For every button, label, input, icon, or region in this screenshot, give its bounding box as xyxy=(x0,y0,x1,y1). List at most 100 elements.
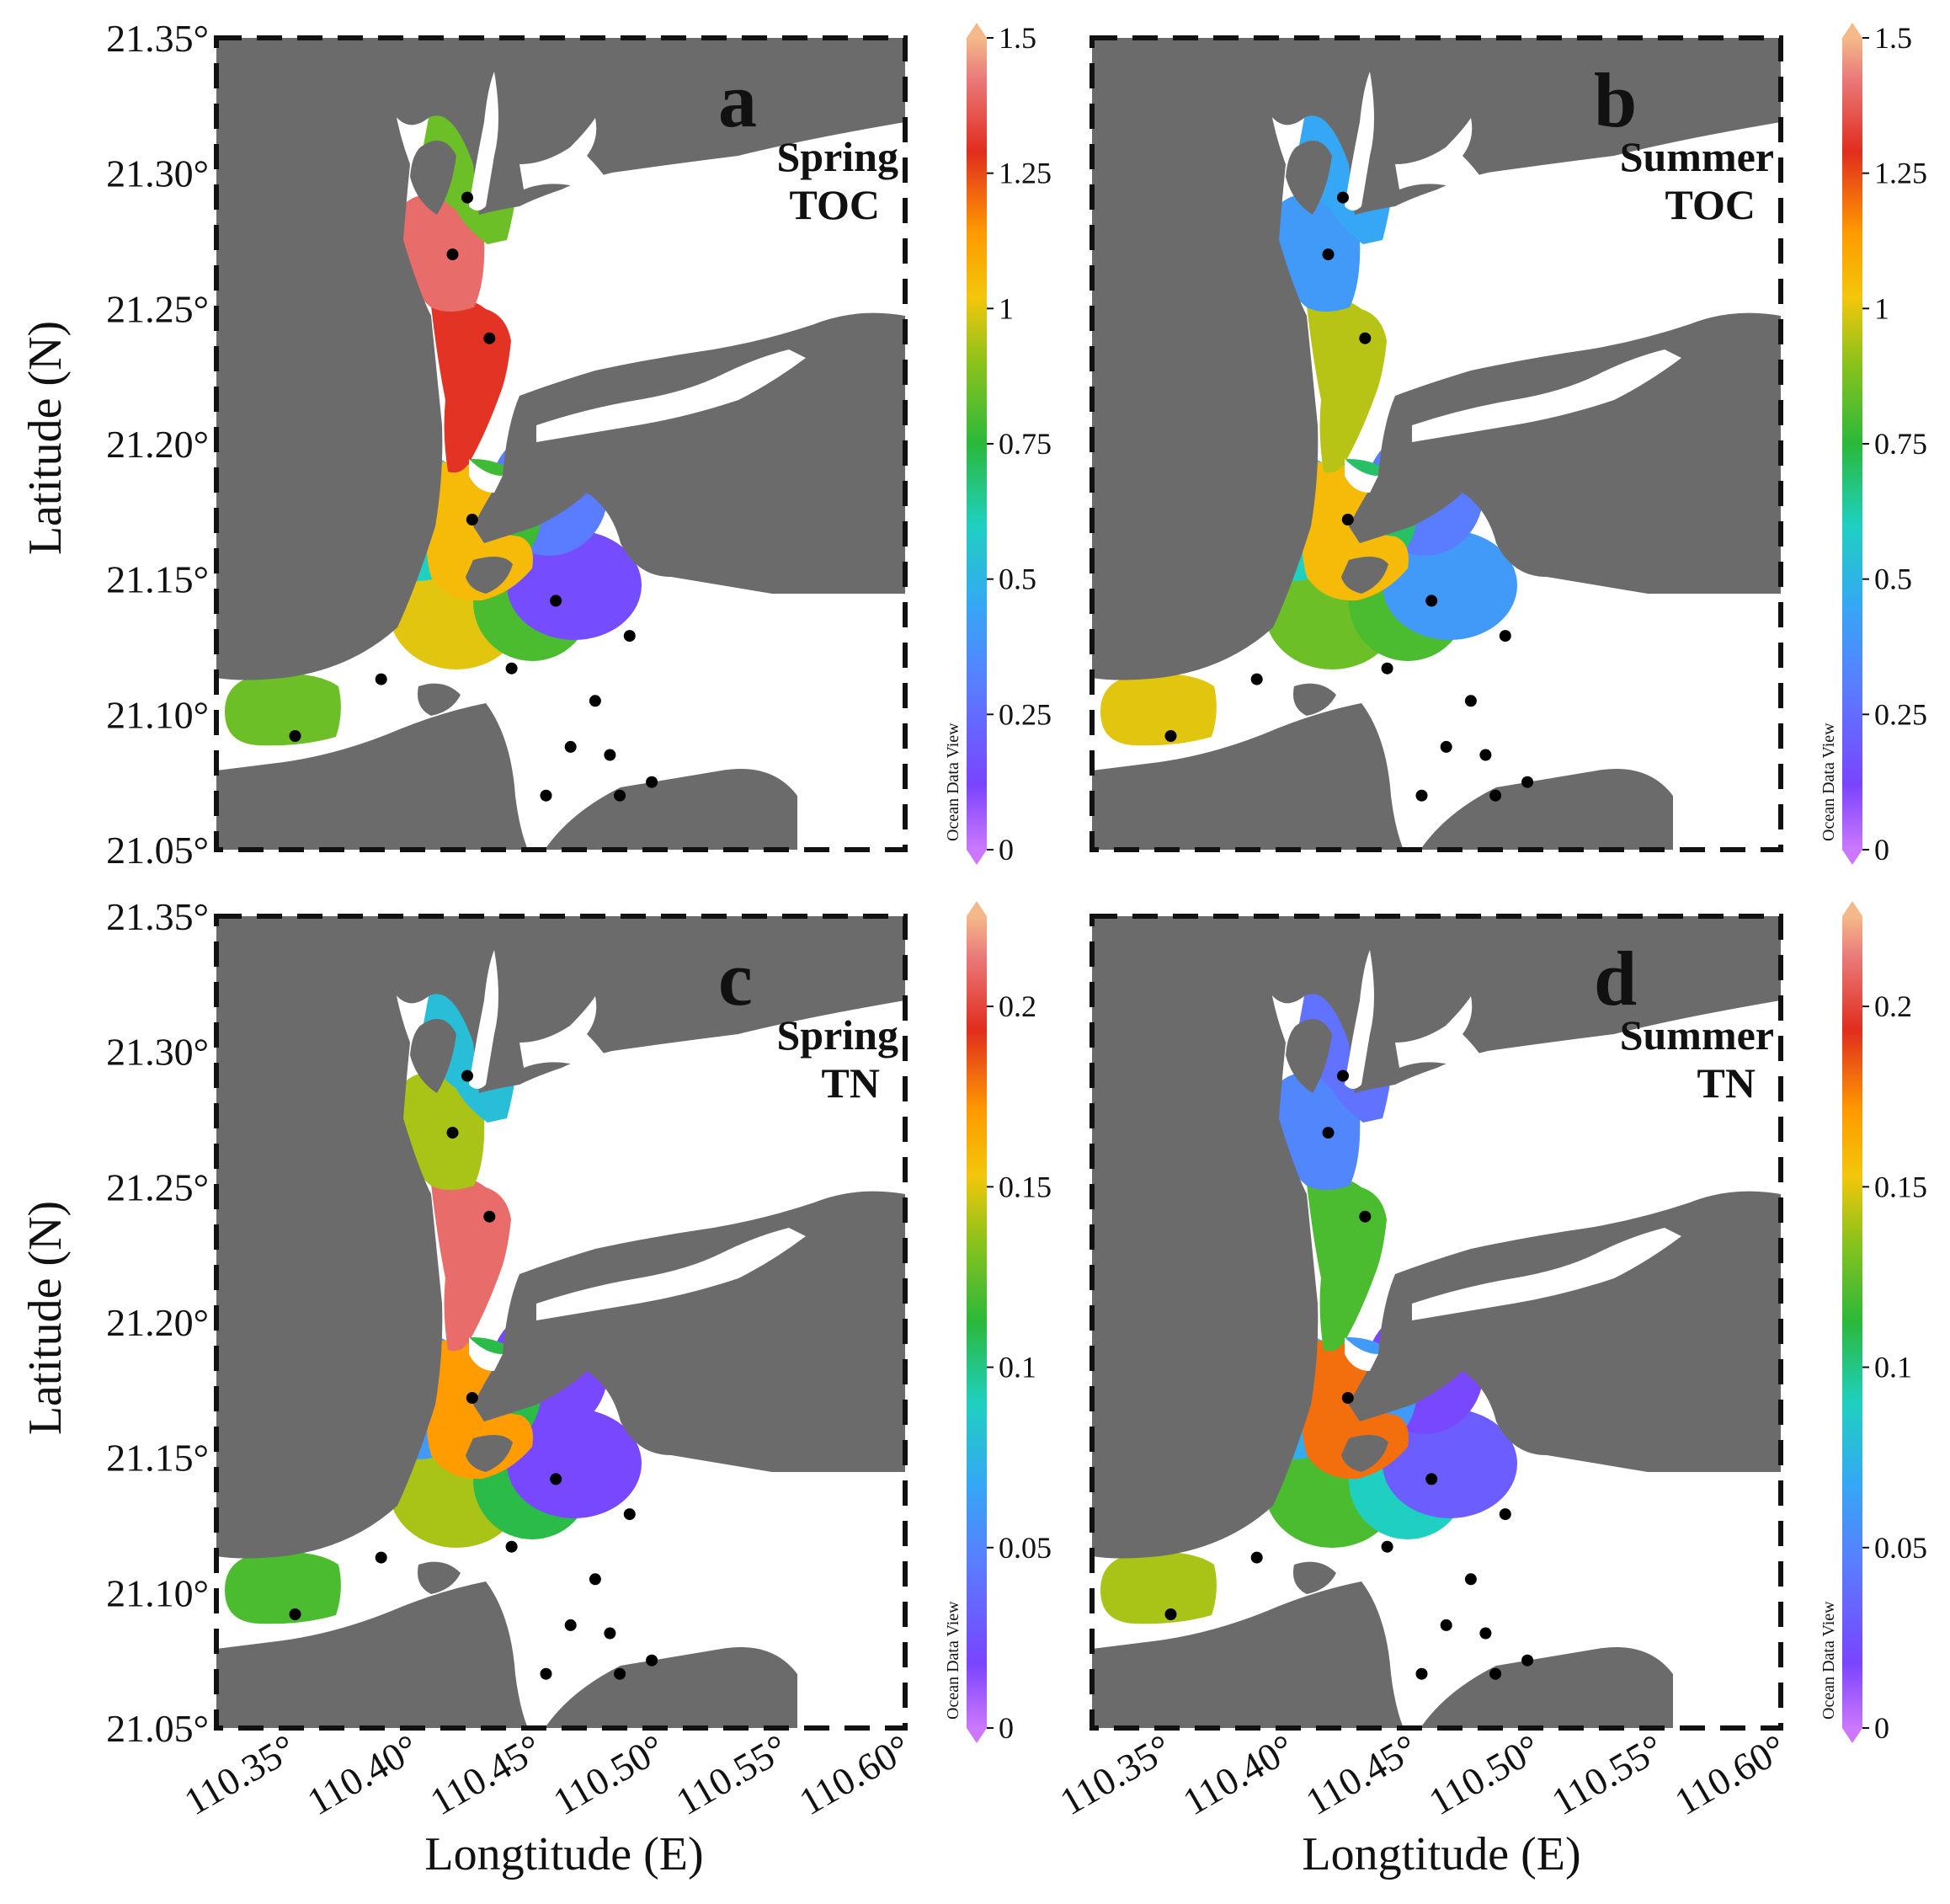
station-marker xyxy=(540,789,552,802)
land-mass xyxy=(473,122,905,594)
stations xyxy=(289,1069,658,1680)
station-marker xyxy=(289,1608,301,1620)
station-marker xyxy=(1489,789,1502,802)
land xyxy=(216,38,905,850)
lon-tick-label: 110.60° xyxy=(1667,1725,1793,1823)
river xyxy=(469,459,503,493)
colorbar-tick-label: 0.15 xyxy=(999,1170,1052,1203)
colorbar-tick-label: 0.75 xyxy=(1874,427,1927,461)
station-marker xyxy=(1440,740,1452,753)
land-mass xyxy=(216,1581,528,1728)
zone-far-east xyxy=(507,531,642,640)
lat-tick-label: 21.15° xyxy=(106,558,209,601)
colorbar-tick-label: 0.15 xyxy=(1874,1170,1927,1203)
ocean-data-view-watermark: Ocean Data View xyxy=(944,1601,962,1720)
zone-far-west xyxy=(225,673,341,746)
lon-tick-label: 110.40° xyxy=(300,1725,426,1823)
lat-tick-label: 21.05° xyxy=(106,1707,209,1750)
island xyxy=(1286,1019,1332,1093)
station-marker xyxy=(623,630,636,643)
station-marker xyxy=(1521,1654,1534,1667)
colorbar-tick-label: 0 xyxy=(1874,833,1889,867)
land xyxy=(1092,916,1781,1728)
zone-upper-west xyxy=(1273,194,1361,312)
station-marker xyxy=(623,1508,636,1521)
station-marker xyxy=(1337,1069,1349,1082)
stations xyxy=(289,191,658,802)
stations xyxy=(1164,191,1534,802)
colorbar-tick-label: 0.1 xyxy=(999,1351,1036,1384)
colorbar-tick-label: 0 xyxy=(1874,1711,1889,1745)
lat-tick-label: 21.30° xyxy=(106,1031,209,1074)
station-marker xyxy=(466,514,478,525)
land-mass xyxy=(473,1000,905,1472)
colorbar-bottom-arrow xyxy=(967,850,987,865)
station-marker xyxy=(540,1667,552,1680)
station-marker xyxy=(446,248,459,261)
station-marker xyxy=(1415,1667,1428,1680)
lat-tick-label: 21.10° xyxy=(106,1571,209,1614)
river xyxy=(1395,118,1496,213)
x-axis-title-right: Longtitude (E) xyxy=(1302,1828,1580,1880)
river xyxy=(469,72,498,211)
colorbar-tick-label: 1.25 xyxy=(999,157,1052,190)
colorbar-tick-label: 0.1 xyxy=(1874,1351,1912,1384)
colorbar-tick-label: 0 xyxy=(999,1711,1014,1745)
colorbar-top-arrow xyxy=(1842,23,1862,38)
lat-tick-labels-bottom: 21.35° 21.30° 21.25° 21.20° 21.15° 21.10° 21.0… xyxy=(106,895,209,1750)
colorbar-c: 0 0.05 0.1 0.15 0.2 Ocean Data View xyxy=(944,901,1052,1745)
river xyxy=(469,950,498,1089)
colorbar-b: 0 0.25 0.5 0.75 1 1.25 1.5 Ocean Data View xyxy=(1819,21,1927,867)
land-mass xyxy=(216,916,443,1559)
island xyxy=(466,557,513,594)
colorbar-tick-label: 0 xyxy=(999,833,1014,867)
land xyxy=(216,916,905,1728)
river xyxy=(536,349,806,442)
colorbar-tick-label: 0.2 xyxy=(999,989,1036,1023)
river xyxy=(1395,996,1496,1091)
river xyxy=(1412,349,1681,442)
colorbar-bottom-arrow xyxy=(967,1728,987,1743)
station-marker xyxy=(1337,191,1349,204)
lon-tick-label: 110.60° xyxy=(791,1725,918,1823)
station-marker xyxy=(604,1627,616,1640)
land-mass xyxy=(1092,38,1319,680)
island xyxy=(1341,557,1388,594)
colorbar-tick-label: 0.75 xyxy=(999,427,1052,461)
ocean-data-view-watermark: Ocean Data View xyxy=(944,723,962,841)
zone-far-east xyxy=(507,1409,642,1518)
station-marker xyxy=(461,1069,473,1082)
panel-letter: d xyxy=(1594,936,1637,1021)
land-mass xyxy=(1092,1581,1404,1728)
river xyxy=(519,118,621,213)
panel-letter: b xyxy=(1594,57,1637,143)
colorbar-tick-label: 1.5 xyxy=(999,21,1036,55)
station-marker xyxy=(646,1654,658,1667)
station-marker xyxy=(1479,1627,1492,1640)
colorbar-tick-label: 0.25 xyxy=(999,697,1052,731)
island xyxy=(418,1561,461,1594)
station-marker xyxy=(589,1573,601,1586)
island xyxy=(410,141,456,215)
station-marker xyxy=(1425,595,1438,607)
station-marker xyxy=(505,662,518,675)
station-marker xyxy=(614,789,626,802)
station-marker xyxy=(1250,1551,1263,1564)
colorbar-tick-label: 0.05 xyxy=(999,1531,1052,1565)
station-marker xyxy=(1341,514,1354,525)
zone-far-west xyxy=(225,1551,341,1624)
zone-far-east xyxy=(1383,1409,1517,1518)
lat-tick-labels-top: 21.35° 21.30° 21.25° 21.20° 21.15° 21.10° 21.0… xyxy=(106,17,209,872)
colorbar-gradient xyxy=(967,38,987,850)
river xyxy=(1345,1337,1378,1371)
land-mass xyxy=(216,703,528,850)
station-marker xyxy=(483,1210,496,1223)
ocean-data-view-watermark: Ocean Data View xyxy=(1819,1601,1838,1720)
lat-tick-label: 21.35° xyxy=(106,17,209,60)
station-marker xyxy=(1322,248,1335,261)
colorbar-top-arrow xyxy=(967,901,987,916)
lon-tick-label: 110.55° xyxy=(1544,1725,1670,1823)
island xyxy=(1341,1435,1388,1472)
panel-season: Summer xyxy=(1620,133,1774,180)
